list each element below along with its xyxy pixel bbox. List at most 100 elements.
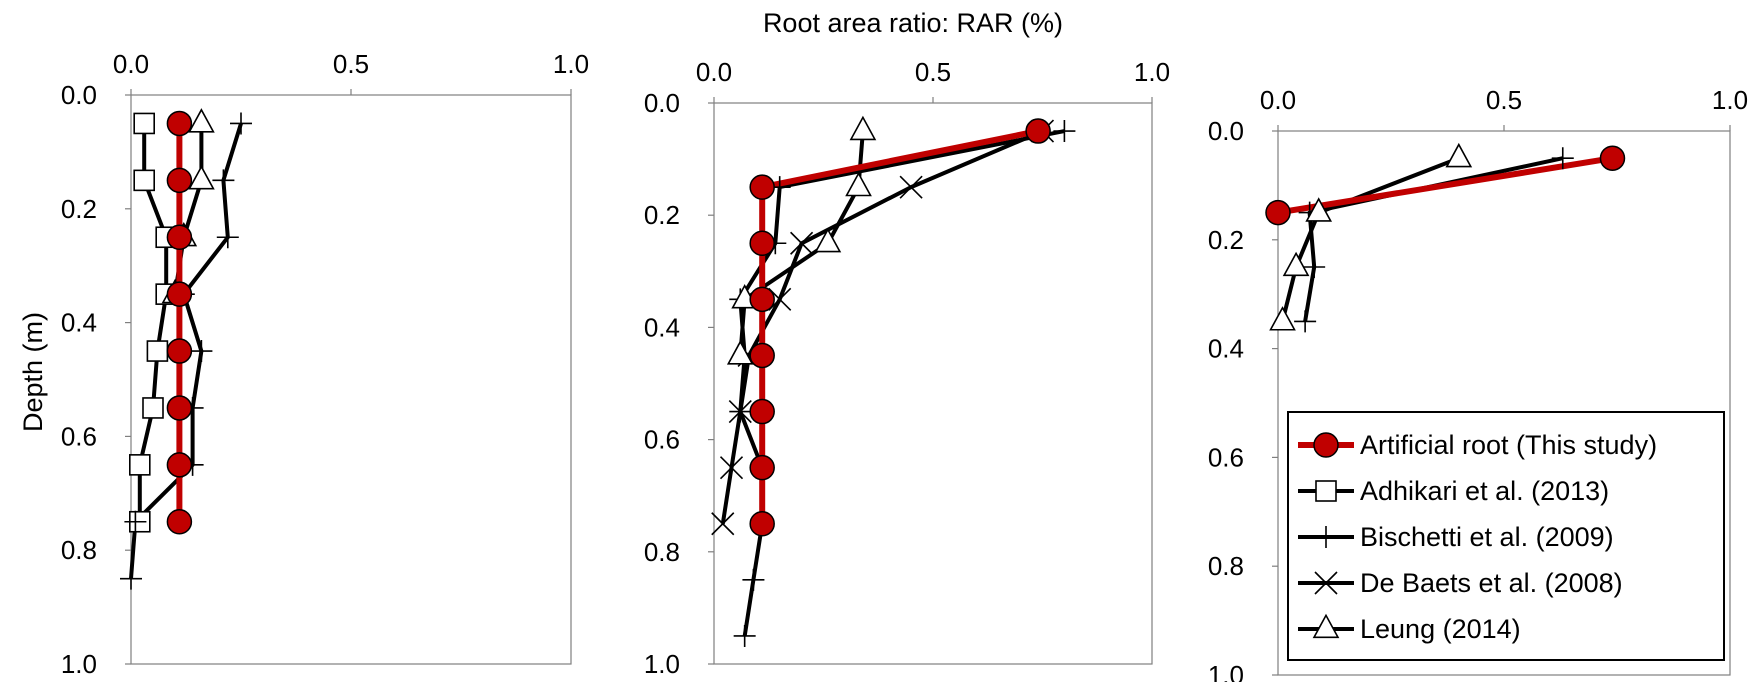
- point-artificial: [1025, 118, 1051, 144]
- point-artificial: [749, 398, 775, 425]
- x-tick-label: 1.0: [1134, 57, 1170, 87]
- legend-marker-adhikari: [1315, 480, 1337, 502]
- panel-1: 0.0 0.5 1.0 0.0 0.2 0.4 0.6 0.8 1.0: [61, 49, 589, 679]
- y-tick-label: 0.4: [644, 312, 680, 342]
- legend-label-bischetti: Bischetti et al. (2009): [1360, 522, 1614, 552]
- legend-label-artificial: Artificial root (This study): [1360, 430, 1657, 460]
- point-adhikari: [129, 454, 151, 476]
- y-tick-label: 0.4: [61, 308, 97, 338]
- point-bischetti: [1294, 310, 1317, 333]
- point-debaets: [719, 456, 744, 480]
- x-tick-label: 1.0: [1712, 85, 1748, 115]
- y-tick-label: 0.2: [1208, 225, 1244, 255]
- x-tick-label: 0.0: [696, 57, 732, 87]
- point-bischetti: [190, 340, 213, 363]
- point-artificial: [166, 452, 193, 478]
- point-artificial: [166, 338, 193, 364]
- legend-marker-leung: [1312, 613, 1340, 639]
- point-artificial: [749, 342, 775, 369]
- series-line-artificial: [759, 128, 1039, 524]
- y-tick-label: 0.4: [1208, 334, 1244, 364]
- point-debaets: [899, 175, 923, 199]
- x-tick-label: 0.0: [1260, 85, 1296, 115]
- point-leung: [1269, 306, 1296, 331]
- x-tick-label: 0.5: [1486, 85, 1522, 115]
- point-artificial: [166, 509, 193, 535]
- legend-label-debaets: De Baets et al. (2008): [1360, 568, 1623, 598]
- legend-marker-artificial: [1313, 432, 1339, 458]
- legend: Artificial root (This study) Adhikari et …: [1287, 411, 1725, 661]
- legend-marker-debaets: [1314, 571, 1338, 595]
- point-leung: [188, 108, 215, 133]
- point-artificial: [166, 395, 193, 421]
- point-artificial: [749, 174, 775, 200]
- series-line-artificial: [1277, 155, 1613, 216]
- point-debaets: [711, 512, 735, 536]
- point-artificial: [749, 230, 775, 256]
- x-tick-label: 0.5: [333, 49, 369, 79]
- x-tick-label: 0.0: [113, 49, 149, 79]
- point-leung: [1445, 142, 1473, 168]
- y-tick-label: 0.6: [644, 425, 680, 455]
- y-tick-label: 1.0: [61, 649, 97, 679]
- series-line-bischetti: [1303, 156, 1564, 322]
- point-artificial: [749, 511, 775, 537]
- point-bischetti: [230, 112, 252, 135]
- point-adhikari: [133, 112, 155, 135]
- point-artificial: [1599, 145, 1626, 171]
- series-line-bischetti: [738, 129, 1065, 637]
- panels-layer: 0.0 0.5 1.00.00.20.40.60.81.00.0 0.5 1.00.00…: [61, 49, 1748, 682]
- point-adhikari: [133, 169, 155, 192]
- y-tick-label: 0.0: [61, 80, 97, 110]
- legend-label-leung: Leung (2014): [1360, 614, 1521, 644]
- point-artificial: [166, 224, 193, 250]
- point-debaets: [728, 399, 752, 424]
- series-line-leung: [1280, 156, 1460, 322]
- point-bischetti: [1303, 256, 1326, 278]
- point-artificial: [166, 110, 193, 137]
- point-bischetti: [216, 226, 239, 249]
- y-tick-label: 1.0: [644, 649, 680, 679]
- point-bischetti: [212, 169, 235, 192]
- point-artificial: [166, 167, 193, 194]
- point-leung: [1305, 197, 1333, 222]
- point-bischetti: [733, 624, 756, 647]
- legend-marker-bischetti: [1315, 526, 1337, 548]
- point-leung: [726, 340, 754, 365]
- legend-label-adhikari: Adhikari et al. (2013): [1360, 476, 1609, 506]
- y-tick-label: 0.6: [1208, 442, 1244, 472]
- point-artificial: [166, 281, 193, 307]
- y-tick-label: 0.8: [644, 537, 680, 567]
- point-adhikari: [146, 340, 169, 362]
- point-bischetti: [1551, 147, 1574, 170]
- chart-title: Root area ratio: RAR (%): [763, 8, 1063, 38]
- point-leung: [845, 171, 872, 197]
- x-tick-label: 1.0: [553, 49, 589, 79]
- y-axis-title: Depth (m): [18, 312, 48, 432]
- x-tick-label: 0.5: [915, 57, 951, 87]
- point-artificial: [1265, 199, 1291, 226]
- point-bischetti: [1053, 120, 1076, 143]
- y-tick-label: 0.0: [644, 88, 680, 118]
- y-tick-label: 0.6: [61, 421, 97, 451]
- y-tick-label: 0.2: [61, 194, 97, 224]
- y-tick-label: 0.2: [644, 200, 680, 230]
- y-tick-label: 0.8: [61, 535, 97, 565]
- point-adhikari: [142, 397, 164, 419]
- point-bischetti: [742, 568, 765, 591]
- point-leung: [849, 115, 877, 141]
- point-bischetti: [120, 567, 142, 590]
- y-tick-label: 0.0: [1208, 116, 1244, 146]
- point-leung: [814, 227, 842, 253]
- point-leung: [188, 165, 215, 190]
- point-leung: [1282, 251, 1310, 277]
- y-tick-label: 1.0: [1208, 660, 1244, 682]
- panel-2: 0.0 0.5 1.0 0.0 0.2 0.4 0.6 0.8 1.0: [644, 57, 1170, 679]
- point-artificial: [749, 454, 775, 481]
- y-tick-label: 0.8: [1208, 551, 1244, 581]
- point-bischetti: [124, 510, 147, 533]
- point-artificial: [749, 286, 775, 313]
- point-debaets: [790, 231, 814, 255]
- legend-box: [1287, 411, 1725, 661]
